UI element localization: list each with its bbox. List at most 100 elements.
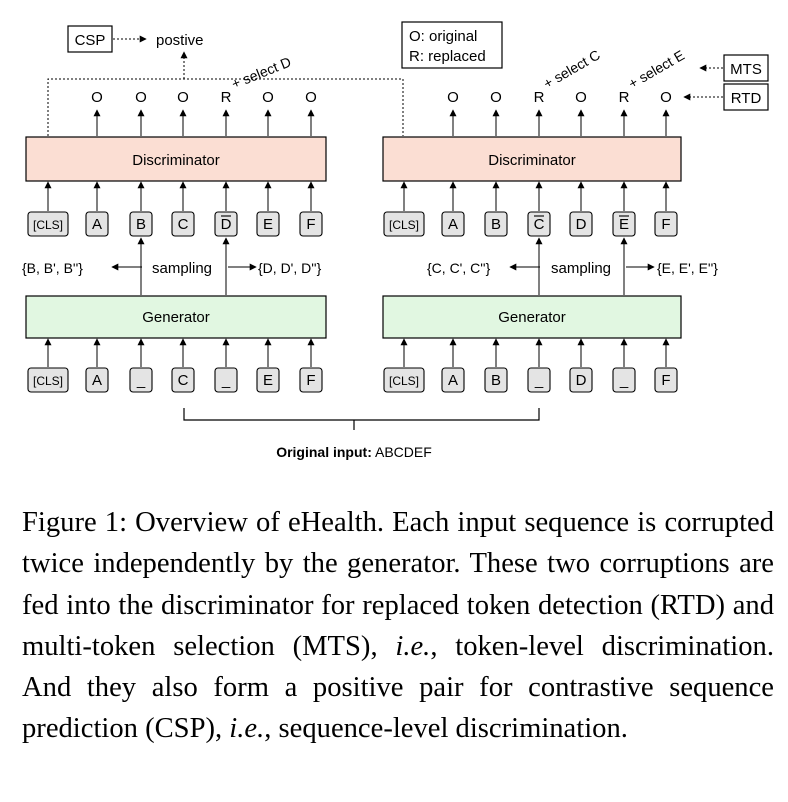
caption-ie-1: i.e. bbox=[395, 630, 431, 662]
right-gen-token-box-3 bbox=[527, 367, 551, 393]
csp-box bbox=[67, 25, 113, 53]
right-gen-token-box-6 bbox=[654, 367, 678, 393]
left-disc-token-box-2 bbox=[129, 211, 153, 237]
original-input-bracket bbox=[183, 408, 540, 421]
original-input-value: ABCDEF bbox=[375, 444, 432, 460]
caption-suffix: , sequence-level discrimination. bbox=[264, 713, 628, 745]
right-gen-token-4: D bbox=[576, 372, 587, 389]
right-disc-token-box-0 bbox=[383, 211, 425, 237]
left-gen-token-box-2 bbox=[129, 367, 153, 393]
right-disc-token-3: C bbox=[534, 216, 545, 233]
caption-prefix: Figure 1: Overview of eHealth. Each inpu… bbox=[22, 507, 774, 662]
left-gen-token-6: F bbox=[306, 372, 315, 389]
ehealth-architecture-diagram: CSP postive O: original R: replaced MTS … bbox=[22, 21, 769, 460]
right-gen-token-0: [CLS] bbox=[389, 374, 419, 388]
left-disc-token-2: B bbox=[136, 216, 146, 233]
right-disc-token-box-1 bbox=[441, 211, 465, 237]
left-disc-token-box-5 bbox=[256, 211, 280, 237]
right-disc-token-6: F bbox=[661, 216, 670, 233]
generator-right-label: Generator bbox=[498, 309, 566, 326]
right-disc-token-0: [CLS] bbox=[389, 218, 419, 232]
right-disc-token-1: A bbox=[448, 216, 458, 233]
csp-dotted-connector bbox=[47, 78, 404, 136]
left-gen-token-4: _ bbox=[221, 372, 231, 389]
left-gen-token-2: _ bbox=[136, 372, 146, 389]
legend-original: O: original bbox=[409, 28, 477, 45]
generator-left bbox=[25, 295, 327, 339]
caption-middle: , token-level discrimination. And they a… bbox=[22, 630, 774, 745]
left-gen-token-1: A bbox=[92, 372, 102, 389]
left-gen-token-box-0 bbox=[27, 367, 69, 393]
positive-label: postive bbox=[156, 32, 204, 49]
caption-ie-2: i.e. bbox=[229, 713, 265, 745]
right-gen-token-2: B bbox=[491, 372, 501, 389]
left-disc-output-4: O bbox=[262, 89, 274, 106]
generator-right bbox=[382, 295, 682, 339]
discriminator-right-label: Discriminator bbox=[488, 152, 576, 169]
sample-set-right-a: {C, C', C''} bbox=[427, 260, 491, 276]
left-disc-output-3: R bbox=[221, 89, 232, 106]
original-input-caption: Original input: ABCDEF bbox=[276, 444, 432, 460]
rtd-label: RTD bbox=[731, 90, 762, 107]
left-gen-token-5: E bbox=[263, 372, 273, 389]
left-disc-token-3: C bbox=[178, 216, 189, 233]
right-gen-token-box-5 bbox=[612, 367, 636, 393]
right-disc-output-5: O bbox=[660, 89, 672, 106]
right-disc-token-box-3 bbox=[527, 211, 551, 237]
right-disc-output-1: O bbox=[490, 89, 502, 106]
right-gen-token-box-1 bbox=[441, 367, 465, 393]
sample-set-left-a: {B, B', B''} bbox=[22, 260, 83, 276]
select-annotation-right-1: + select C bbox=[541, 46, 603, 91]
left-disc-token-6: F bbox=[306, 216, 315, 233]
figure-caption: Figure 1: Overview of eHealth. Each inpu… bbox=[22, 502, 774, 750]
right-gen-token-6: F bbox=[661, 372, 670, 389]
left-disc-output-5: O bbox=[305, 89, 317, 106]
select-annotation-left: + select D bbox=[229, 53, 293, 91]
left-disc-output-1: O bbox=[135, 89, 147, 106]
right-disc-token-4: D bbox=[576, 216, 587, 233]
left-disc-token-box-6 bbox=[299, 211, 323, 237]
left-gen-token-box-6 bbox=[299, 367, 323, 393]
left-disc-token-0: [CLS] bbox=[33, 218, 63, 232]
sample-set-left-b: {D, D', D''} bbox=[258, 260, 322, 276]
right-disc-output-0: O bbox=[447, 89, 459, 106]
right-gen-token-5: _ bbox=[619, 372, 629, 389]
right-disc-token-5: E bbox=[619, 216, 629, 233]
discriminator-left-label: Discriminator bbox=[132, 152, 220, 169]
right-disc-token-box-5 bbox=[612, 211, 636, 237]
csp-label: CSP bbox=[75, 32, 106, 49]
right-disc-token-box-4 bbox=[569, 211, 593, 237]
sample-set-right-b: {E, E', E''} bbox=[657, 260, 718, 276]
left-disc-token-box-4 bbox=[214, 211, 238, 237]
left-disc-token-box-1 bbox=[85, 211, 109, 237]
left-disc-token-1: A bbox=[92, 216, 102, 233]
right-disc-output-4: R bbox=[619, 89, 630, 106]
legend-box bbox=[401, 21, 503, 69]
generator-left-label: Generator bbox=[142, 309, 210, 326]
left-gen-token-box-4 bbox=[214, 367, 238, 393]
left-gen-token-3: C bbox=[178, 372, 189, 389]
left-disc-token-5: E bbox=[263, 216, 273, 233]
legend-replaced: R: replaced bbox=[409, 48, 486, 65]
left-gen-token-box-3 bbox=[171, 367, 195, 393]
sampling-label-left: sampling bbox=[152, 260, 212, 277]
left-disc-token-4: D bbox=[221, 216, 232, 233]
select-annotation-right-2: + select E bbox=[626, 47, 688, 92]
discriminator-left bbox=[25, 136, 327, 182]
left-disc-token-box-0 bbox=[27, 211, 69, 237]
right-disc-output-2: R bbox=[534, 89, 545, 106]
mts-box bbox=[723, 54, 769, 82]
right-disc-token-2: B bbox=[491, 216, 501, 233]
token-rows: [CLS] A _ C _ E F [CLS] A B C D E F O O O R O O [CLS] A B _ D _ F [… bbox=[27, 89, 678, 393]
right-gen-token-box-2 bbox=[484, 367, 508, 393]
left-disc-output-0: O bbox=[91, 89, 103, 106]
right-disc-token-box-2 bbox=[484, 211, 508, 237]
left-gen-token-box-1 bbox=[85, 367, 109, 393]
left-gen-token-0: [CLS] bbox=[33, 374, 63, 388]
left-disc-output-2: O bbox=[177, 89, 189, 106]
left-disc-token-box-3 bbox=[171, 211, 195, 237]
right-gen-token-1: A bbox=[448, 372, 458, 389]
right-gen-token-box-0 bbox=[383, 367, 425, 393]
sampling-label-right: sampling bbox=[551, 260, 611, 277]
right-gen-token-3: _ bbox=[534, 372, 544, 389]
